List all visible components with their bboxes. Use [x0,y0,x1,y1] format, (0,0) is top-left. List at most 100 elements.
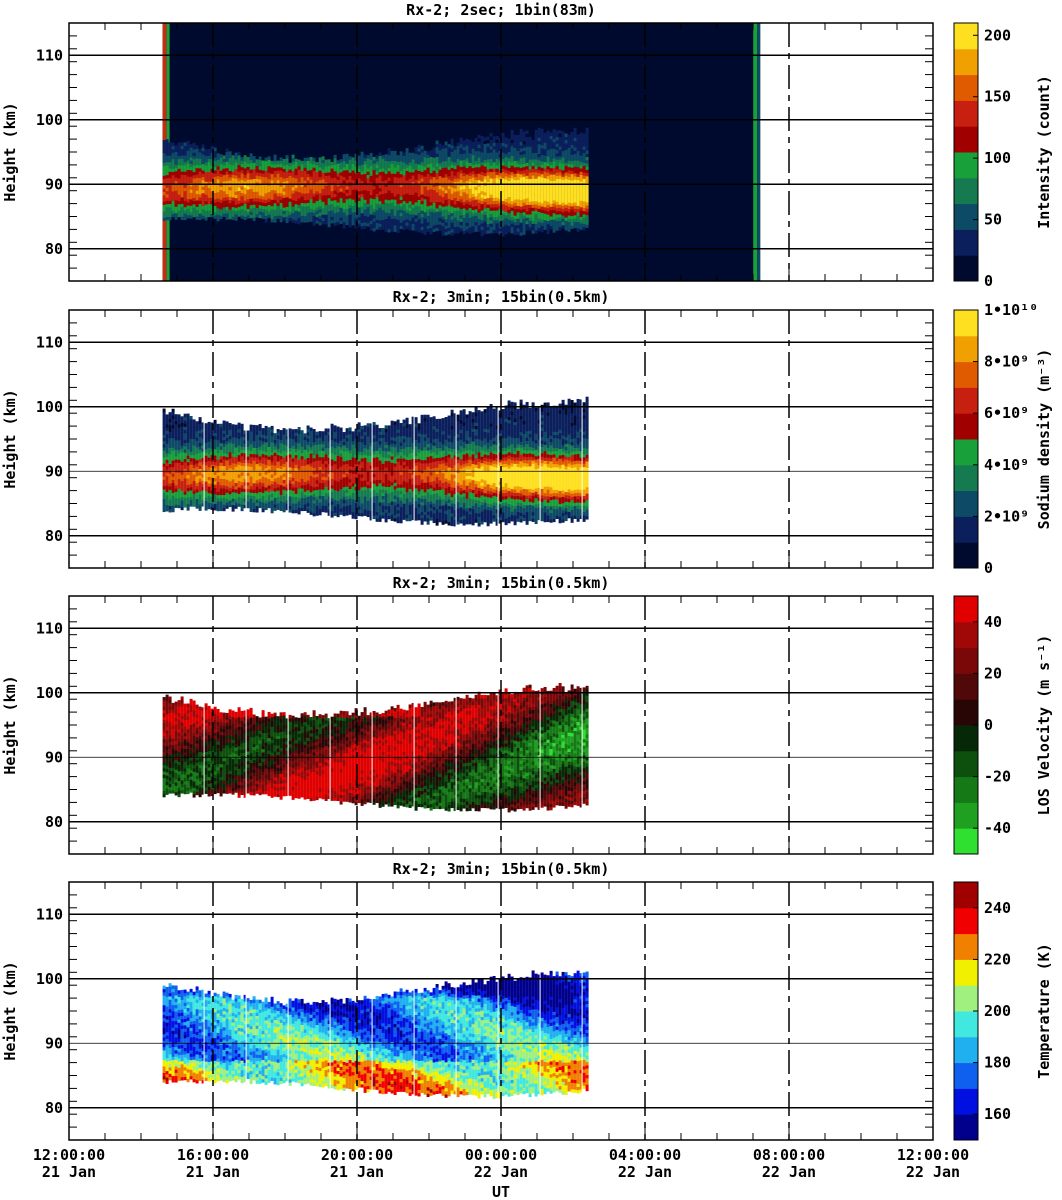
heatmap-cell [399,222,403,226]
heatmap-cell [561,150,565,155]
heatmap-cell [195,177,199,182]
heatmap-cell [405,215,409,220]
heatmap-cell [291,174,295,178]
heatmap-cell [288,428,292,432]
heatmap-cell [210,210,214,215]
heatmap-cell [285,216,289,220]
heatmap-cell [300,209,304,213]
heatmap-cell [165,184,169,188]
heatmap-cell [360,209,364,214]
heatmap-cell [420,229,424,234]
heatmap-cell [411,188,415,192]
heatmap-cell [282,486,286,490]
heatmap-cell [396,200,400,204]
heatmap-cell [261,170,265,174]
heatmap-cell [567,189,571,193]
heatmap-cell [210,200,214,205]
heatmap-cell [192,142,196,147]
heatmap-cell [531,178,535,183]
heatmap-cell [342,167,346,171]
heatmap-cell [204,426,208,430]
heatmap-cell [252,479,256,484]
heatmap-cell [402,175,406,179]
heatmap-cell [393,212,397,216]
heatmap-cell [423,173,427,177]
heatmap-cell [507,174,511,178]
heatmap-cell [447,227,451,232]
heatmap-cell [357,181,361,185]
data-gap [203,310,206,568]
heatmap-cell [534,136,538,141]
heatmap-cell [573,189,577,193]
heatmap-cell [216,439,220,444]
heatmap-cell [252,188,256,192]
heatmap-cell [300,164,304,168]
heatmap-cell [183,416,187,421]
heatmap-cell [162,447,166,451]
heatmap-cell [345,179,349,184]
heatmap-cell [207,187,211,192]
heatmap-cell [258,172,262,177]
heatmap-cell [447,166,451,170]
y-axis-label: Height (km) [1,102,19,201]
heatmap-cell [267,159,271,164]
heatmap-cell [264,176,268,181]
heatmap-cell [582,172,586,176]
heatmap-cell [183,168,187,172]
heatmap-cell [363,199,367,204]
heatmap-cell [579,194,583,198]
heatmap-cell [192,425,196,430]
heatmap-cell [204,436,208,440]
heatmap-cell [336,195,340,200]
heatmap-cell [486,226,490,231]
heatmap-cell [186,481,190,485]
heatmap-cell [189,160,193,164]
heatmap-cell [201,144,205,149]
heatmap-cell [555,224,559,228]
heatmap-cell [492,213,496,218]
heatmap-cell [510,187,514,192]
heatmap-cell [555,211,559,215]
heatmap-cell [273,481,277,486]
heatmap-cell [210,445,214,449]
heatmap-cell [333,180,337,185]
heatmap-cell [189,474,193,478]
heatmap-cell [333,158,337,162]
heatmap-cell [477,189,481,194]
heatmap-cell [198,452,202,457]
heatmap-cell [462,224,466,228]
heatmap-cell [300,218,304,223]
heatmap-cell [399,157,403,162]
heatmap-cell [228,464,232,469]
heatmap-cell [249,201,253,206]
heatmap-cell [168,492,172,497]
panel-title: Rx-2; 3min; 15bin(0.5km) [393,288,610,306]
heatmap-cell [432,202,436,207]
heatmap-cell [420,213,424,218]
heatmap-cell [552,171,556,175]
heatmap-cell [426,151,430,155]
heatmap-cell [195,145,199,149]
heatmap-cell [234,217,238,221]
heatmap-cell [516,144,520,148]
heatmap-cell [531,230,535,234]
heatmap-cell [549,167,553,172]
heatmap-cell [255,502,259,507]
heatmap-cell [291,199,295,204]
heatmap-cell [567,173,571,177]
heatmap-cell [411,172,415,176]
heatmap-cell [375,190,379,195]
heatmap-cell [501,168,505,173]
heatmap-cell [291,493,295,498]
heatmap-cell [297,497,301,502]
heatmap-cell [393,196,397,200]
heatmap-cell [501,174,505,179]
heatmap-cell [222,497,226,502]
colorbar-segment [954,152,978,179]
heatmap-cell [180,425,184,430]
heatmap-cell [309,156,313,161]
heatmap-cell [318,170,322,174]
heatmap-cell [297,201,301,206]
heatmap-cell [366,181,370,185]
heatmap-cell [516,176,520,181]
